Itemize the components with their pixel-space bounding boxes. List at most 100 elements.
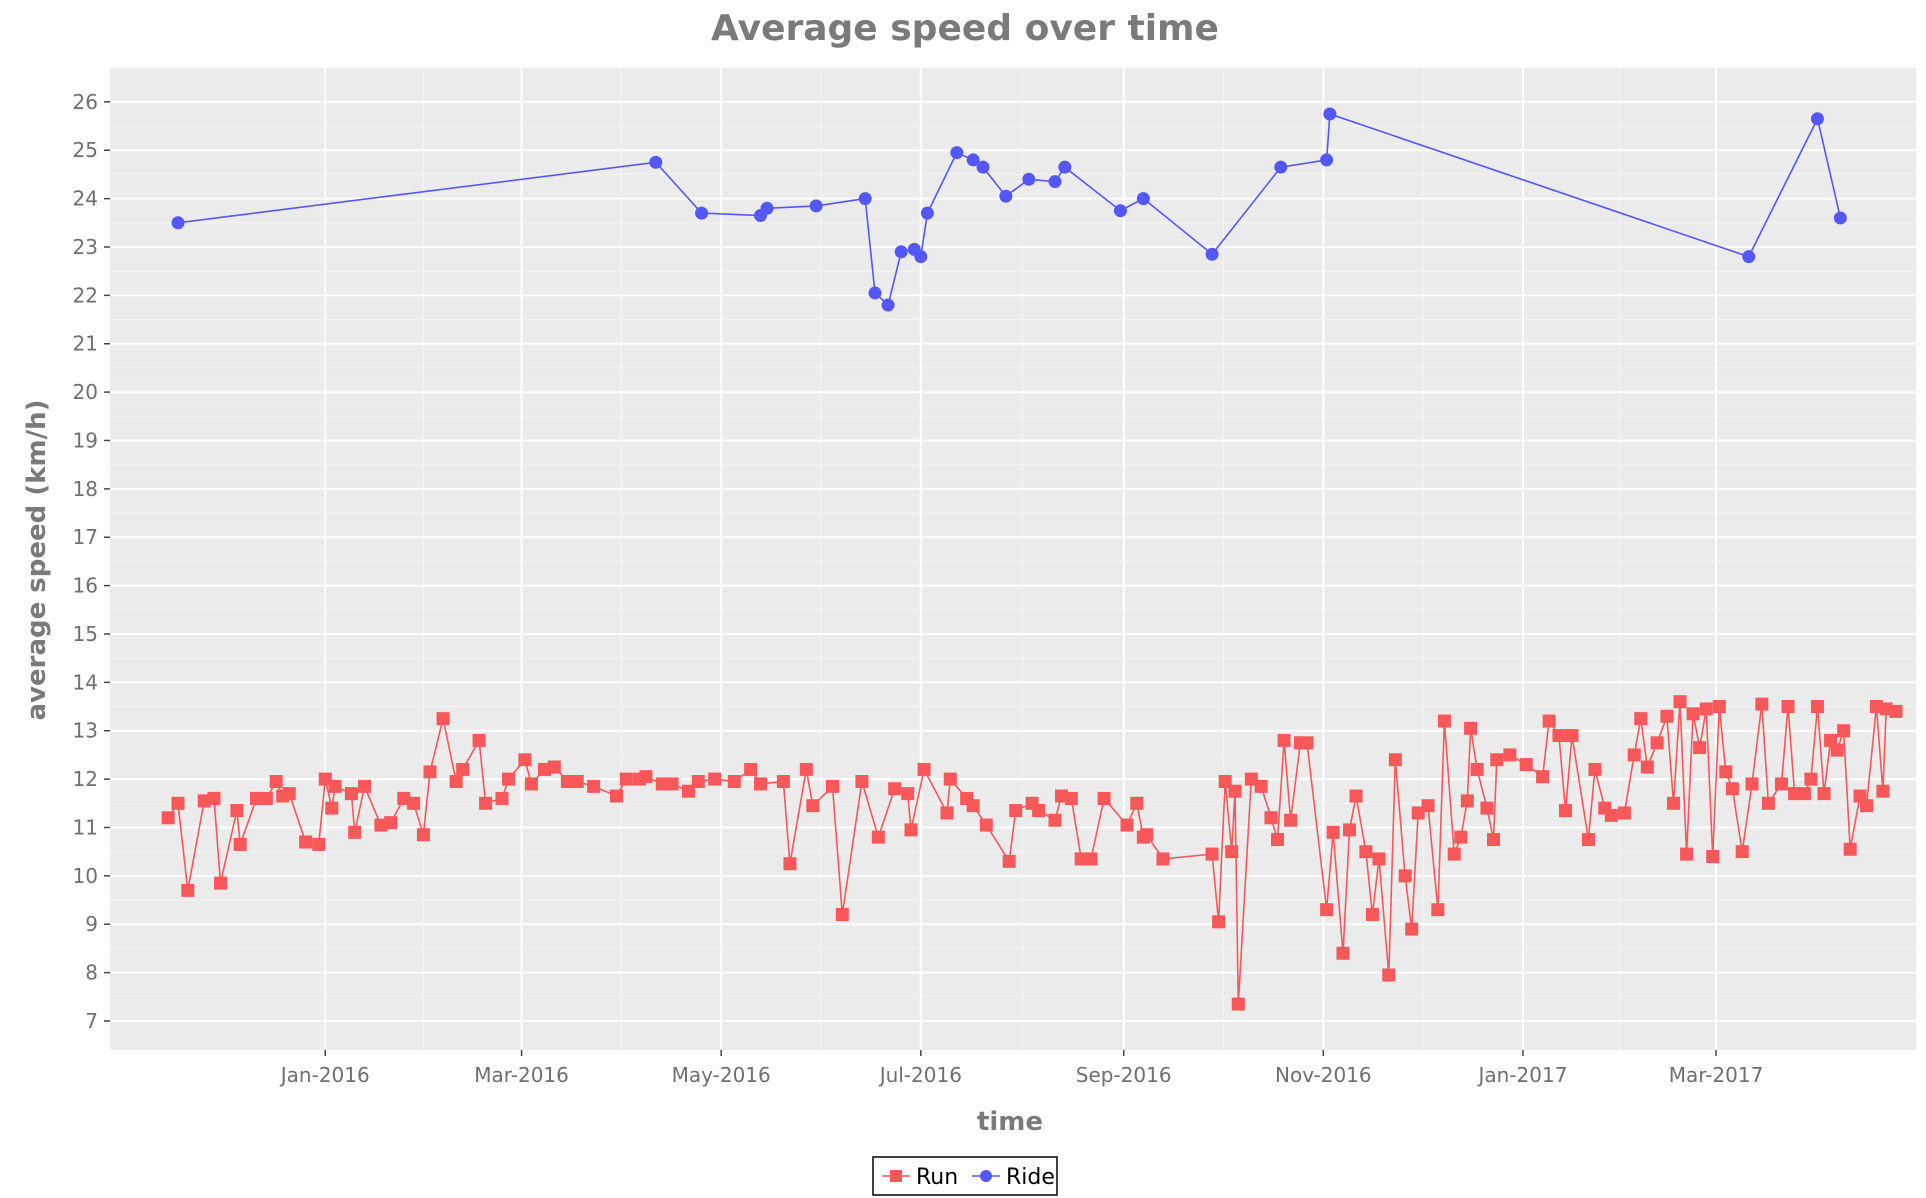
data-point-ride: [1810, 112, 1824, 126]
data-point-run: [1421, 799, 1435, 813]
data-point-run: [1558, 804, 1572, 818]
data-point-run: [1552, 729, 1566, 743]
data-point-run: [233, 837, 247, 851]
data-point-run: [1817, 787, 1831, 801]
data-point-ride: [1833, 211, 1847, 225]
data-point-run: [538, 762, 552, 776]
data-point-run: [318, 772, 332, 786]
y-tick-label: 26: [73, 90, 98, 114]
data-point-run: [1388, 753, 1402, 767]
data-point-run: [1074, 852, 1088, 866]
data-point-run: [753, 777, 767, 791]
data-point-run: [312, 837, 326, 851]
data-point-run: [250, 791, 264, 805]
legend-label: Run: [916, 1165, 958, 1190]
data-point-run: [560, 775, 574, 789]
data-point-run: [423, 765, 437, 779]
data-point-run: [1002, 854, 1016, 868]
x-tick-label: Jan-2017: [1476, 1063, 1567, 1087]
data-point-run: [708, 772, 722, 786]
data-point-run: [1244, 772, 1258, 786]
data-point-run: [259, 791, 273, 805]
x-axis-title: time: [977, 1107, 1043, 1137]
data-point-run: [1565, 729, 1579, 743]
data-point-run: [1225, 845, 1239, 859]
data-point-run: [1735, 845, 1749, 859]
data-point-run: [416, 828, 430, 842]
data-point-run: [917, 762, 931, 776]
data-point-run: [1470, 762, 1484, 776]
data-point-run: [197, 794, 211, 808]
x-tick-label: Sep-2016: [1076, 1063, 1172, 1087]
data-point-run: [495, 791, 509, 805]
data-point-run: [282, 787, 296, 801]
legend-circle-marker: [980, 1170, 992, 1182]
data-point-run: [1745, 777, 1759, 791]
data-point-ride: [1113, 204, 1127, 218]
data-point-run: [1660, 709, 1674, 723]
data-point-run: [1431, 903, 1445, 917]
y-tick-label: 14: [73, 670, 98, 694]
data-point-run: [1048, 813, 1062, 827]
plot-background: [110, 68, 1916, 1050]
data-point-run: [1486, 833, 1500, 847]
data-point-run: [681, 784, 695, 798]
data-point-run: [855, 775, 869, 789]
data-point-run: [1503, 748, 1517, 762]
data-point-ride: [976, 160, 990, 174]
data-point-run: [1326, 825, 1340, 839]
y-tick-label: 21: [73, 332, 98, 356]
data-point-run: [1460, 794, 1474, 808]
data-point-run: [1437, 714, 1451, 728]
data-point-run: [1130, 796, 1144, 810]
data-point-run: [1405, 922, 1419, 936]
data-point-run: [1860, 799, 1874, 813]
data-point-ride: [649, 155, 663, 169]
data-point-run: [1055, 789, 1069, 803]
data-point-run: [1536, 770, 1550, 784]
data-point-ride: [1323, 107, 1337, 121]
data-point-ride: [1022, 172, 1036, 186]
data-point-run: [1205, 847, 1219, 861]
data-point-run: [1156, 852, 1170, 866]
data-point-run: [1869, 700, 1883, 714]
y-tick-label: 23: [73, 235, 98, 259]
data-point-run: [1359, 845, 1373, 859]
data-point-run: [1411, 806, 1425, 820]
y-tick-label: 22: [73, 283, 98, 307]
data-point-run: [1725, 782, 1739, 796]
data-point-run: [230, 804, 244, 818]
series-ride: [171, 107, 1847, 312]
data-point-run: [436, 712, 450, 726]
y-axis-title: average speed (km/h): [22, 400, 52, 721]
x-axis: Jan-2016 Mar-2016 May-2016 Jul-2016 Sep-2016…: [279, 1050, 1763, 1087]
data-point-run: [1774, 777, 1788, 791]
x-tick-label: Mar-2016: [474, 1063, 569, 1087]
data-point-run: [1284, 813, 1298, 827]
data-point-run: [619, 772, 633, 786]
y-tick-label: 24: [73, 187, 98, 211]
data-point-run: [547, 760, 561, 774]
data-point-run: [835, 908, 849, 922]
data-point-run: [1879, 702, 1893, 716]
data-point-run: [181, 883, 195, 897]
data-point-run: [1365, 908, 1379, 922]
data-point-run: [1320, 903, 1334, 917]
data-point-ride: [914, 250, 928, 264]
y-tick-label: 25: [73, 138, 98, 162]
data-point-run: [1830, 743, 1844, 757]
data-point-run: [1212, 915, 1226, 929]
data-point-run: [1032, 804, 1046, 818]
data-point-ride: [950, 146, 964, 160]
data-point-run: [806, 799, 820, 813]
y-tick-label: 12: [73, 767, 98, 791]
data-point-run: [1761, 796, 1775, 810]
data-point-run: [940, 806, 954, 820]
data-point-run: [1837, 724, 1851, 738]
data-point-run: [570, 775, 584, 789]
data-point-run: [587, 779, 601, 793]
x-tick-label: Jan-2016: [279, 1063, 370, 1087]
data-point-run: [665, 777, 679, 791]
x-tick-label: Jul-2016: [878, 1063, 962, 1087]
data-point-run: [1064, 791, 1078, 805]
